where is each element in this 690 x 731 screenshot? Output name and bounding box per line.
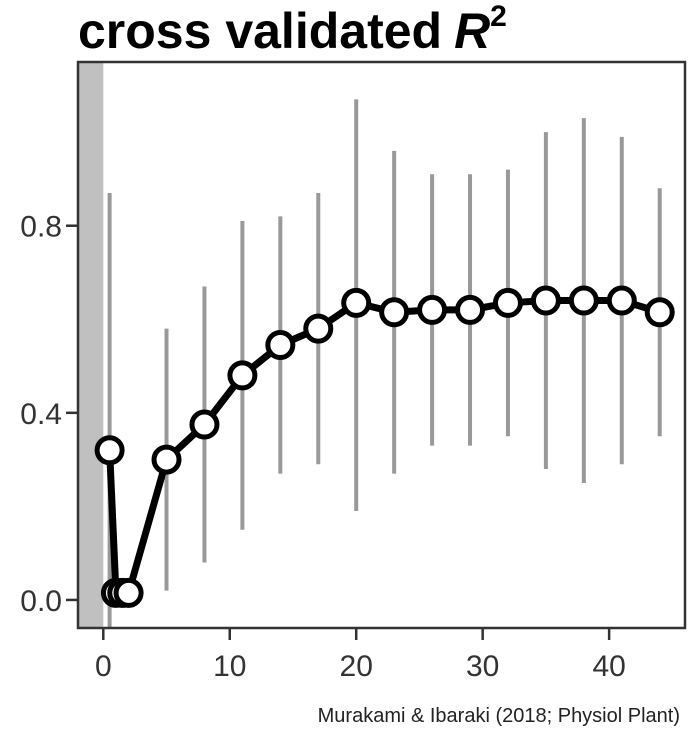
data-point-7: [265, 330, 296, 360]
x-axis: 0 10 20 30 40: [95, 628, 626, 683]
data-point-13: [492, 287, 523, 318]
y-tick-label-2: 0.8: [20, 211, 62, 244]
chart-title-symbol: R: [454, 3, 490, 59]
x-tick-label-40: 40: [592, 650, 625, 683]
data-markers: [94, 285, 675, 608]
plot-frame: [76, 60, 687, 630]
x-tick-label-10: 10: [213, 650, 246, 683]
data-point-4: [151, 444, 182, 475]
data-point-14: [530, 285, 561, 316]
y-axis: 0.0 0.4 0.8: [20, 211, 78, 618]
y-tick-label-1: 0.4: [20, 398, 62, 431]
x-tick-label-0: 0: [95, 650, 112, 683]
data-point-10: [379, 297, 410, 328]
y-tick-label-0: 0.0: [20, 585, 62, 618]
chart-title: cross validated R2: [78, 0, 507, 59]
data-point-15: [568, 285, 599, 316]
chart-title-superscript: 2: [490, 0, 507, 33]
error-bars: [107, 99, 662, 628]
data-point-3: [113, 577, 144, 608]
x-tick-label-20: 20: [340, 650, 373, 683]
shaded-region: [78, 62, 104, 628]
data-point-0: [94, 435, 125, 466]
source-annotation: Murakami & Ibaraki (2018; Physiol Plant): [318, 705, 680, 727]
data-point-12: [455, 294, 486, 325]
x-tick-label-30: 30: [466, 650, 499, 683]
data-point-6: [227, 360, 258, 391]
data-point-16: [606, 285, 637, 316]
data-point-11: [417, 294, 448, 325]
series-line: [106, 297, 661, 597]
chart-title-text: cross validated: [78, 3, 442, 59]
data-point-8: [303, 313, 334, 344]
data-point-5: [189, 409, 220, 440]
data-point-9: [341, 287, 372, 318]
data-point-17: [644, 297, 675, 328]
